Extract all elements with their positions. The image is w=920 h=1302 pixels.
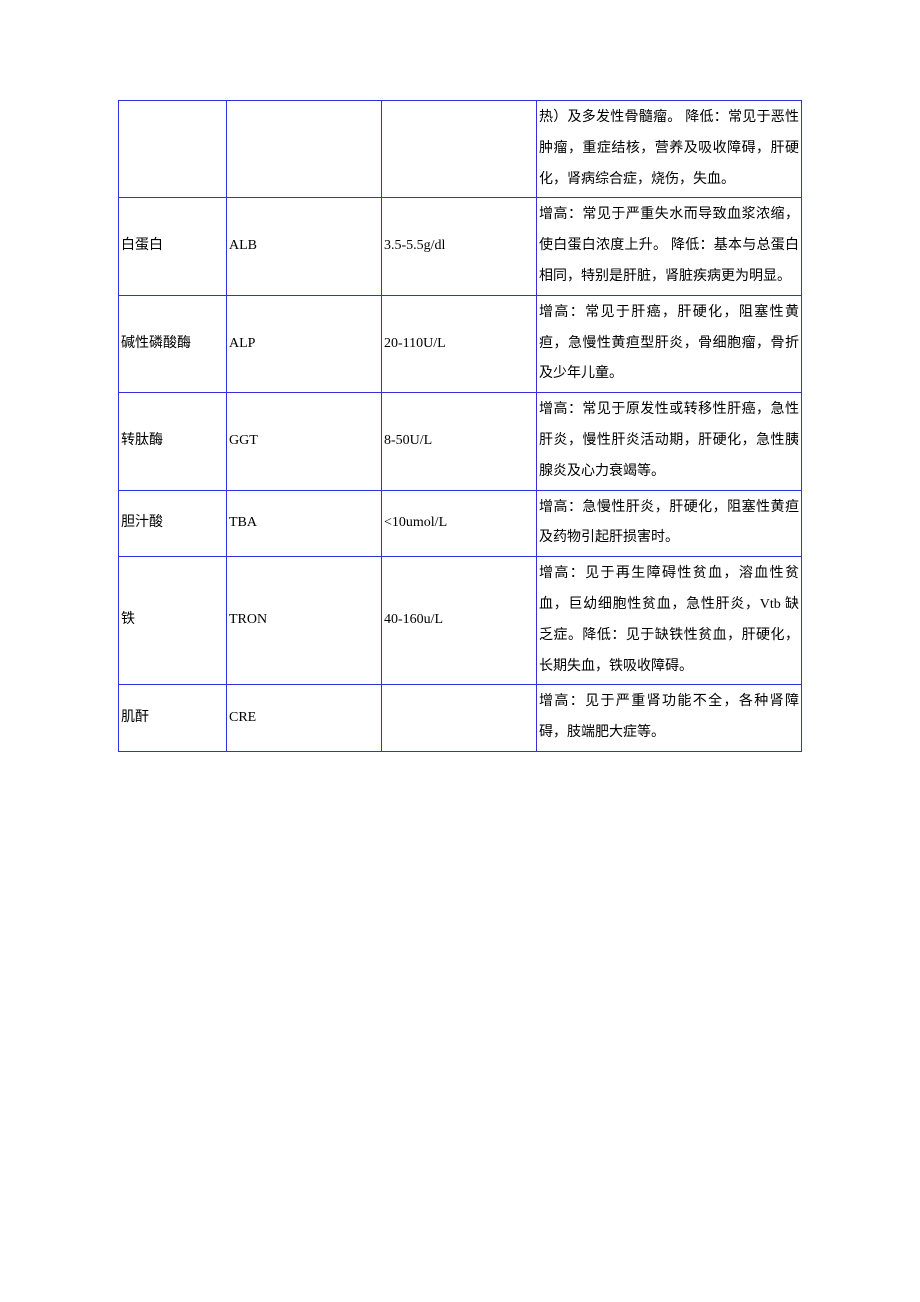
cell-desc: 热）及多发性骨髓瘤。 降低：常见于恶性肿瘤，重症结核，营养及吸收障碍，肝硬化，肾… bbox=[537, 101, 802, 198]
cell-range: 8-50U/L bbox=[382, 393, 537, 490]
cell-range: 40-160u/L bbox=[382, 557, 537, 685]
cell-abbr: TRON bbox=[227, 557, 382, 685]
cell-range: 20-110U/L bbox=[382, 295, 537, 392]
cell-abbr: ALP bbox=[227, 295, 382, 392]
cell-range bbox=[382, 685, 537, 752]
cell-desc: 增高：急慢性肝炎，肝硬化，阻塞性黄疸及药物引起肝损害时。 bbox=[537, 490, 802, 557]
cell-name: 铁 bbox=[119, 557, 227, 685]
table-row: 胆汁酸 TBA <10umol/L 增高：急慢性肝炎，肝硬化，阻塞性黄疸及药物引… bbox=[119, 490, 802, 557]
cell-name: 肌酐 bbox=[119, 685, 227, 752]
cell-name bbox=[119, 101, 227, 198]
table-row: 铁 TRON 40-160u/L 增高：见于再生障碍性贫血，溶血性贫血，巨幼细胞… bbox=[119, 557, 802, 685]
cell-desc: 增高：见于严重肾功能不全，各种肾障碍，肢端肥大症等。 bbox=[537, 685, 802, 752]
document-page: 热）及多发性骨髓瘤。 降低：常见于恶性肿瘤，重症结核，营养及吸收障碍，肝硬化，肾… bbox=[0, 0, 920, 842]
table-row: 热）及多发性骨髓瘤。 降低：常见于恶性肿瘤，重症结核，营养及吸收障碍，肝硬化，肾… bbox=[119, 101, 802, 198]
medical-reference-table: 热）及多发性骨髓瘤。 降低：常见于恶性肿瘤，重症结核，营养及吸收障碍，肝硬化，肾… bbox=[118, 100, 802, 752]
cell-desc: 增高：常见于严重失水而导致血浆浓缩，使白蛋白浓度上升。 降低：基本与总蛋白相同，… bbox=[537, 198, 802, 295]
cell-desc: 增高：常见于原发性或转移性肝癌，急性肝炎，慢性肝炎活动期，肝硬化，急性胰腺炎及心… bbox=[537, 393, 802, 490]
cell-name: 白蛋白 bbox=[119, 198, 227, 295]
cell-name: 转肽酶 bbox=[119, 393, 227, 490]
cell-abbr: CRE bbox=[227, 685, 382, 752]
cell-range: 3.5-5.5g/dl bbox=[382, 198, 537, 295]
cell-desc: 增高：见于再生障碍性贫血，溶血性贫血，巨幼细胞性贫血，急性肝炎，Vtb 缺乏症。… bbox=[537, 557, 802, 685]
cell-abbr: TBA bbox=[227, 490, 382, 557]
table-row: 转肽酶 GGT 8-50U/L 增高：常见于原发性或转移性肝癌，急性肝炎，慢性肝… bbox=[119, 393, 802, 490]
cell-abbr: ALB bbox=[227, 198, 382, 295]
cell-range bbox=[382, 101, 537, 198]
table-row: 碱性磷酸酶 ALP 20-110U/L 增高：常见于肝癌，肝硬化，阻塞性黄疸，急… bbox=[119, 295, 802, 392]
table-row: 肌酐 CRE 增高：见于严重肾功能不全，各种肾障碍，肢端肥大症等。 bbox=[119, 685, 802, 752]
cell-abbr bbox=[227, 101, 382, 198]
cell-desc: 增高：常见于肝癌，肝硬化，阻塞性黄疸，急慢性黄疸型肝炎，骨细胞瘤，骨折及少年儿童… bbox=[537, 295, 802, 392]
table-body: 热）及多发性骨髓瘤。 降低：常见于恶性肿瘤，重症结核，营养及吸收障碍，肝硬化，肾… bbox=[119, 101, 802, 752]
table-row: 白蛋白 ALB 3.5-5.5g/dl 增高：常见于严重失水而导致血浆浓缩，使白… bbox=[119, 198, 802, 295]
cell-abbr: GGT bbox=[227, 393, 382, 490]
cell-name: 碱性磷酸酶 bbox=[119, 295, 227, 392]
cell-range: <10umol/L bbox=[382, 490, 537, 557]
cell-name: 胆汁酸 bbox=[119, 490, 227, 557]
